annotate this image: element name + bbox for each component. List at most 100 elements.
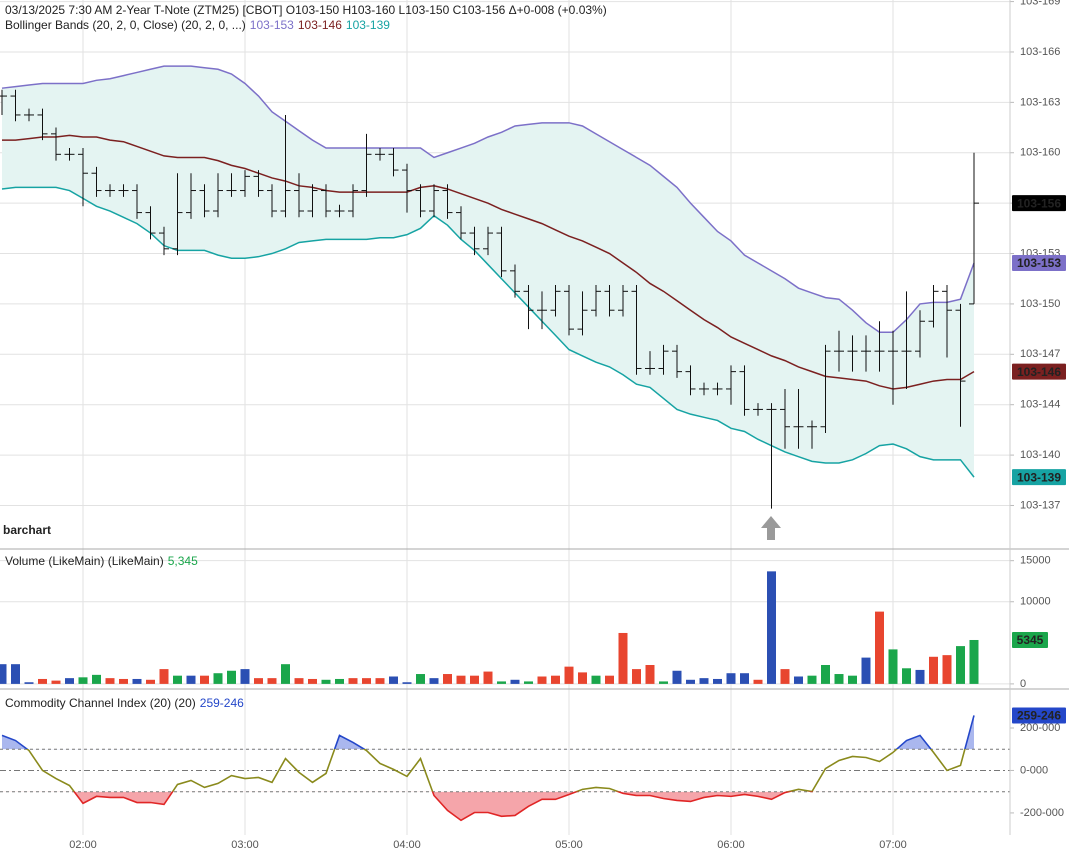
volume-bar [416, 674, 425, 684]
y-tick-label: 103-140 [1020, 449, 1060, 461]
volume-bar [0, 664, 7, 684]
volume-bar [294, 678, 304, 684]
volume-bar [24, 682, 34, 684]
volume-bar [240, 669, 250, 684]
y-tick-label: -200-000 [1020, 807, 1064, 819]
panel-name: Commodity Channel Index (20) (20) [5, 696, 196, 710]
last-value-label: 259-246 [1017, 709, 1061, 723]
volume-bar [632, 669, 641, 684]
panel-title: Volume (LikeMain) (LikeMain) 5,345 [5, 554, 198, 568]
volume-bar [38, 678, 47, 684]
volume-bar [402, 682, 412, 684]
y-tick-label: 103-160 [1020, 147, 1060, 159]
volume-bar [551, 675, 560, 684]
volume-bar [794, 676, 803, 684]
last-value-label: 5345 [1017, 633, 1044, 647]
watermark: barchart [3, 523, 51, 537]
panel-value: 259-246 [200, 696, 244, 710]
y-tick-label: 200-000 [1020, 722, 1060, 734]
indicator-value: 103-139 [346, 18, 390, 32]
y-tick-label: 103-169 [1020, 0, 1060, 7]
volume-bar [51, 680, 61, 684]
panel-value: 5,345 [168, 554, 198, 568]
volume-bar [902, 668, 911, 684]
volume-bar [362, 678, 371, 684]
volume-bar [591, 675, 601, 684]
band-line [1, 65, 975, 334]
panel-name: Volume (LikeMain) (LikeMain) [5, 554, 164, 568]
volume-bar [321, 679, 331, 684]
volume-bar [213, 673, 223, 684]
volume-bar [132, 678, 142, 684]
volume-bar [227, 670, 236, 684]
low-marker-arrow [761, 516, 781, 540]
volume-bar [254, 678, 263, 684]
volume-bar [470, 675, 479, 684]
last-value-label: 103-139 [1017, 470, 1061, 484]
y-tick-label: 0 [1020, 678, 1026, 690]
last-value-box [1012, 363, 1066, 380]
volume-bar [308, 678, 317, 684]
y-tick-label: 103-166 [1020, 46, 1060, 58]
volume-bar [78, 677, 88, 684]
y-tick-label: 103-144 [1020, 399, 1060, 411]
volume-bar [969, 639, 979, 684]
indicator-legend: Bollinger Bands (20, 2, 0, Close) (20, 2… [5, 18, 390, 32]
cci-line [1, 715, 975, 822]
volume-bar [767, 571, 776, 684]
x-tick-label: 02:00 [69, 839, 97, 851]
volume-bar [726, 673, 736, 684]
y-tick-label: 103-150 [1020, 298, 1060, 310]
volume-bar [146, 679, 155, 684]
volume-bar [834, 674, 844, 684]
volume-bar [605, 675, 614, 684]
y-tick-label: 103-163 [1020, 96, 1060, 108]
volume-bar [699, 678, 709, 684]
volume-bar [861, 657, 871, 684]
volume-bar [807, 675, 817, 684]
volume-bar [173, 675, 182, 684]
volume-bar [510, 679, 520, 684]
volume-bar [672, 670, 682, 684]
panel-title: Commodity Channel Index (20) (20) 259-246 [5, 696, 244, 710]
volume-bar [348, 678, 358, 684]
x-tick-label: 03:00 [231, 839, 259, 851]
volume-bar [456, 675, 466, 684]
volume-bar [848, 675, 857, 684]
volume-bar [483, 671, 493, 684]
last-value-box [1012, 631, 1048, 648]
y-tick-label: 10000 [1020, 596, 1051, 608]
volume-bar [443, 674, 452, 684]
volume-bar [888, 649, 898, 684]
volume-bar [713, 678, 722, 684]
indicator-value: 103-146 [298, 18, 342, 32]
last-value-label: 103-156 [1017, 196, 1061, 210]
last-value-label: 103-153 [1017, 256, 1061, 270]
volume-bar [915, 669, 925, 684]
volume-bar [159, 669, 169, 684]
indicator-name: Bollinger Bands (20, 2, 0, Close) (20, 2… [5, 18, 246, 32]
volume-bar [740, 673, 749, 684]
volume-bar [929, 656, 938, 684]
chart-title: 03/13/2025 7:30 AM 2-Year T-Note (ZTM25)… [5, 3, 607, 17]
volume-bar [780, 669, 790, 684]
volume-bar [92, 674, 101, 684]
volume-bar [524, 681, 533, 684]
volume-bar [429, 678, 439, 684]
volume-bar [105, 678, 115, 684]
volume-bar [686, 679, 695, 684]
volume-bar [335, 678, 344, 684]
x-tick-label: 04:00 [393, 839, 421, 851]
volume-bar [578, 672, 587, 684]
volume-bar [281, 664, 290, 684]
last-value-box [1012, 469, 1066, 486]
volume-bar [875, 611, 884, 684]
x-tick-label: 06:00 [717, 839, 745, 851]
volume-bar [659, 681, 668, 684]
last-value-label: 103-146 [1017, 365, 1061, 379]
volume-bar [375, 678, 385, 684]
volume-bar [389, 676, 398, 684]
volume-bar [564, 666, 574, 684]
volume-bar [186, 675, 196, 684]
